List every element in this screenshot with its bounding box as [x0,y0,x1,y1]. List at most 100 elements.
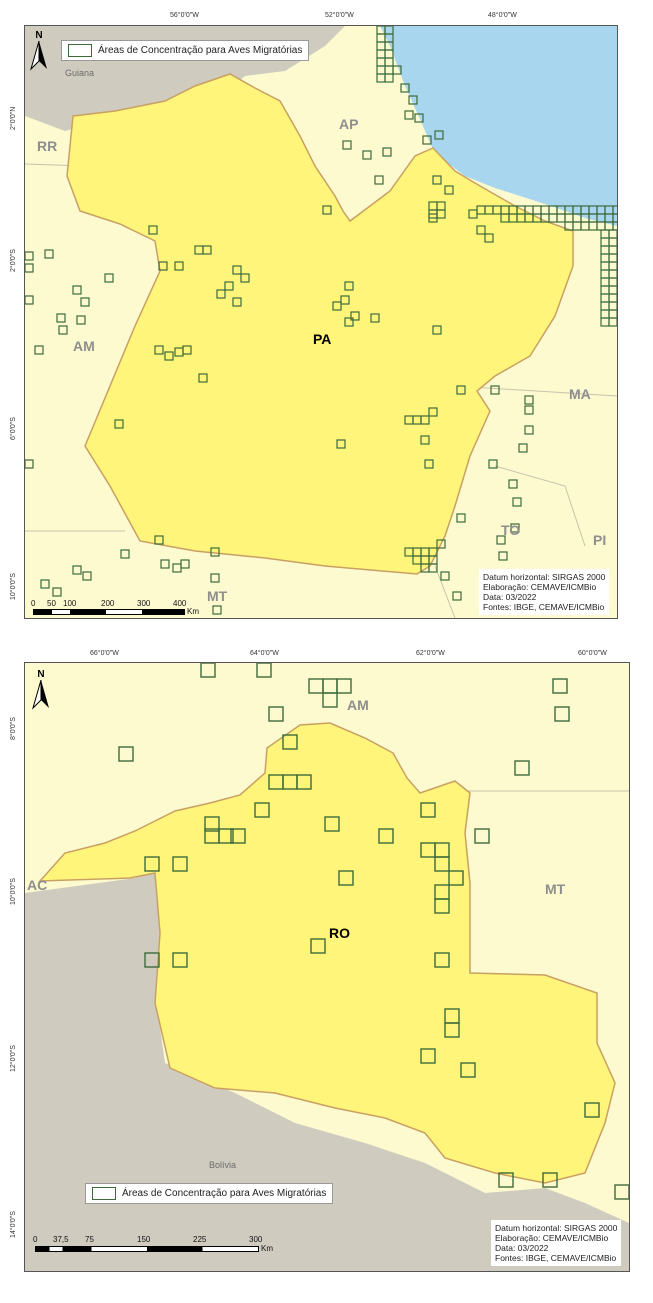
tick-left: 10°0'0"S [10,573,17,600]
migratory-cell [608,229,617,239]
migratory-cell [104,273,114,283]
migratory-cell [600,261,610,271]
tick-top: 56°0'0"W [170,12,199,19]
label-bolivia: Bolívia [209,1160,237,1170]
migratory-cell [468,209,478,219]
migratory-cell [600,277,610,287]
migratory-cell [498,1172,514,1188]
scale-label: 150 [137,1235,151,1244]
info-datum: Datum horizontal: SIRGAS 2000 [483,572,606,582]
migratory-cell [338,870,354,886]
label-rr: RR [37,138,58,154]
migratory-cell [408,95,418,105]
info-data: Data: 03/2022 [495,1243,549,1253]
migratory-cell [120,549,130,559]
migratory-cell [524,425,534,435]
migratory-cell [608,317,617,327]
north-arrow-icon [29,40,47,71]
scale-label: 400 [173,599,187,608]
scale-label: 0 [33,1235,38,1244]
migratory-cell [540,205,550,215]
tick-top: 52°0'0"W [325,12,354,19]
info-datum: Datum horizontal: SIRGAS 2000 [495,1223,618,1233]
migratory-cell [518,443,528,453]
migratory-cell [268,706,284,722]
migratory-cell [58,325,68,335]
migratory-cell [448,870,464,886]
migratory-cell [600,253,610,263]
migratory-cell [25,263,34,273]
migratory-cell [434,130,444,140]
migratory-cell [370,313,380,323]
migratory-cell [174,261,184,271]
migratory-cell [414,113,424,123]
label-mt: MT [207,588,228,604]
migratory-cell [72,565,82,575]
migratory-cell [452,591,462,601]
label-pi: PI [593,532,607,548]
migratory-cell [532,205,542,215]
migratory-cell [608,293,617,303]
tick-left: 6°0'0"S [10,417,17,440]
migratory-cell [608,301,617,311]
migratory-cell [498,551,508,561]
migratory-cell [548,213,558,223]
migratory-cell [154,535,164,545]
migratory-cell [82,571,92,581]
migratory-cell [600,293,610,303]
migratory-cell [608,253,617,263]
north-letter: N [35,30,43,41]
migratory-cell [614,1184,629,1200]
migratory-cell [340,295,350,305]
migratory-cell [432,175,442,185]
scale-label: 0 [31,599,36,608]
migratory-cell [476,225,486,235]
migratory-cell [350,311,360,321]
scale-bar-rondonia: 0 37,5 75 150 225 300 Km [33,1235,283,1257]
label-ma: MA [569,386,591,402]
migratory-cell [392,65,402,75]
label-ac: AC [27,877,48,893]
migratory-cell [510,523,520,533]
migratory-cell [474,828,490,844]
migratory-cell [572,221,582,231]
migratory-cell [322,692,338,708]
label-am: AM [73,338,95,354]
migratory-cell [600,237,610,247]
migratory-cell [344,281,354,291]
migratory-cell [164,351,174,361]
scale-bar-para: 0 50 100 200 300 400 Km [31,599,211,617]
north-arrow: N [31,669,51,715]
migratory-cell [600,301,610,311]
scale-unit: Km [187,607,199,616]
migratory-cell [428,407,438,417]
migratory-cells-rondonia [118,663,629,1200]
migratory-cell [384,57,394,67]
tick-top: 66°0'0"W [90,650,119,657]
label-mt: MT [545,881,566,897]
tick-top: 64°0'0"W [250,650,279,657]
migratory-cell [52,587,62,597]
info-box-para: Datum horizontal: SIRGAS 2000 Elaboração… [479,569,610,615]
info-elaboracao: Elaboração: CEMAVE/ICMBio [483,582,597,592]
migratory-cell [496,535,506,545]
migratory-cell [608,309,617,319]
migratory-cell [56,313,66,323]
migratory-cell [440,571,450,581]
info-fontes: Fontes: IBGE, CEMAVE/ICMBio [483,602,605,612]
migratory-cell [600,229,610,239]
north-arrow: N [29,30,49,76]
migratory-cell [374,175,384,185]
migratory-cell [256,663,272,678]
migratory-cell [404,110,414,120]
tick-left: 2°0'0"N [10,106,17,130]
migratory-cell [254,802,270,818]
migratory-cell [524,405,534,415]
migratory-cell [344,317,354,327]
map-canvas-para [25,26,617,618]
migratory-cell [608,245,617,255]
tick-left: 8°0'0"S [10,717,17,740]
migratory-cell [512,497,522,507]
migratory-cell [322,678,338,694]
migratory-cell [80,297,90,307]
